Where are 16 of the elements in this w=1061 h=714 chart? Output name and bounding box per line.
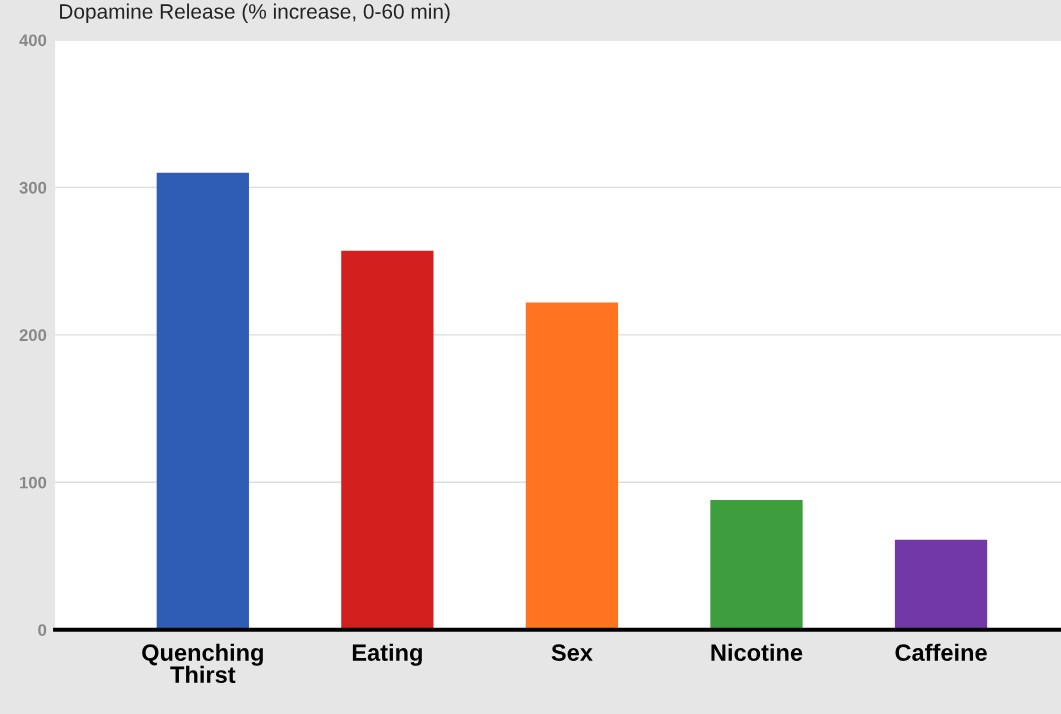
bar	[894, 539, 988, 630]
x-tick-label: Eating	[352, 643, 422, 666]
bar	[710, 500, 803, 630]
bar	[156, 172, 249, 630]
y-tick-label: 300	[19, 181, 47, 194]
y-tick-label: 100	[20, 476, 47, 489]
y-tick-label: 400	[19, 34, 47, 47]
bar	[525, 302, 619, 630]
x-tick-label: Nicotine	[711, 643, 803, 661]
x-tick-label: Caffeine	[895, 643, 987, 661]
x-tick-label: Sex	[551, 644, 593, 661]
bar	[341, 250, 434, 630]
chart-title: Dopamine Release (% increase, 0-60 min)	[60, 3, 450, 23]
y-tick-label: 200	[19, 329, 47, 342]
y-tick-label: 0	[38, 624, 47, 636]
x-tick-label: Quenching Thirst	[142, 643, 263, 684]
